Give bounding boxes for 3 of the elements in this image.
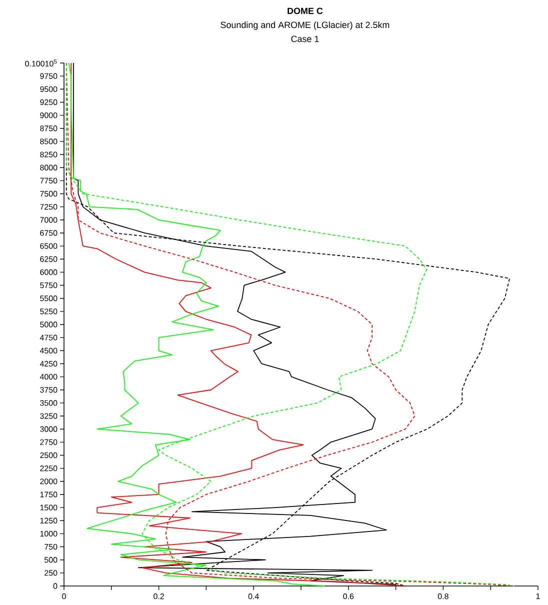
chart-title: DOME C — [288, 8, 323, 14]
chart-subtitle: Sounding and AROME (LGlacier) at 2.5km — [220, 21, 390, 30]
text: Case 1 — [291, 36, 319, 42]
